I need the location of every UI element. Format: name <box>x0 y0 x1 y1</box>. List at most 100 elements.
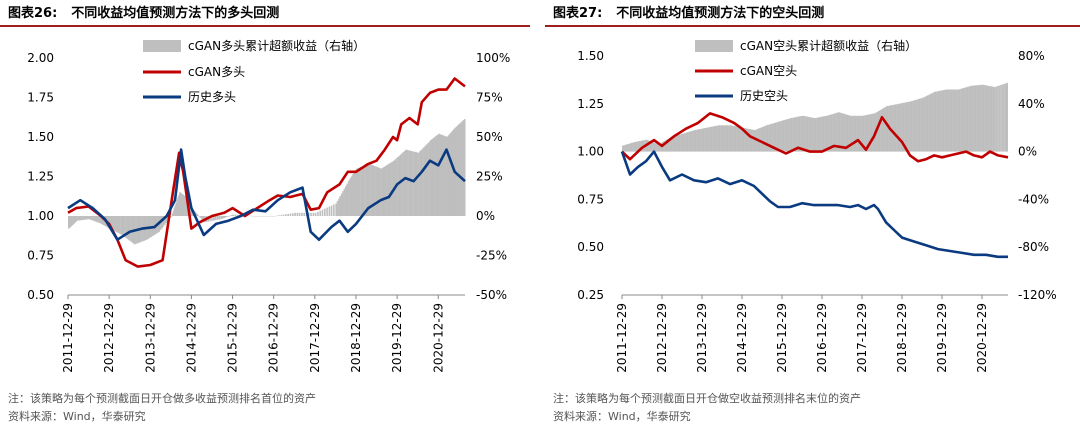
excess-bar <box>1006 82 1008 152</box>
excess-bar <box>828 115 831 152</box>
excess-bar <box>253 216 255 217</box>
excess-bar <box>269 216 271 217</box>
excess-bar <box>128 216 130 241</box>
y-left-tick-label: 1.00 <box>577 145 604 159</box>
excess-bar <box>850 115 852 152</box>
x-tick-label: 2011-12-29 <box>61 303 75 373</box>
excess-bar <box>664 140 667 152</box>
excess-bar <box>952 89 955 152</box>
excess-bar <box>826 115 828 152</box>
excess-bar <box>899 103 901 152</box>
excess-bar <box>814 118 816 152</box>
excess-bar <box>987 85 989 152</box>
excess-bar <box>111 216 114 230</box>
excess-bar <box>81 216 84 220</box>
excess-bar <box>835 113 837 152</box>
y-right-tick-label: -25% <box>476 249 507 263</box>
excess-bar <box>292 213 294 216</box>
excess-bar <box>831 114 833 152</box>
excess-bar <box>376 167 379 216</box>
excess-bar <box>346 183 348 216</box>
excess-bar <box>870 114 872 152</box>
excess-bar <box>430 140 432 216</box>
figure-number: 图表27: <box>553 6 603 21</box>
excess-bar <box>95 216 97 222</box>
excess-bar <box>273 216 276 217</box>
excess-bar <box>827 115 829 152</box>
excess-bar <box>448 134 450 216</box>
excess-bar <box>124 216 126 238</box>
excess-bar <box>743 128 745 152</box>
excess-bar <box>397 157 399 216</box>
excess-bar <box>439 134 441 216</box>
excess-bar <box>672 136 675 152</box>
excess-bar <box>931 93 933 152</box>
excess-bar <box>69 216 72 227</box>
x-tick-label: 2011-12-29 <box>615 303 629 373</box>
excess-bar <box>856 115 859 152</box>
excess-bar <box>670 137 672 152</box>
excess-bar <box>790 118 792 152</box>
excess-bar <box>260 216 262 217</box>
excess-bar <box>310 212 312 216</box>
excess-bar <box>100 216 103 224</box>
excess-bar <box>930 93 932 152</box>
excess-bar <box>172 210 175 216</box>
excess-bar <box>165 216 167 223</box>
x-tick-label: 2016-12-29 <box>815 303 829 373</box>
excess-bar <box>271 216 273 217</box>
excess-bar <box>867 114 869 152</box>
excess-bar <box>630 143 632 152</box>
title-rule <box>545 25 1080 27</box>
x-tick-label: 2017-12-29 <box>855 303 869 373</box>
excess-bar <box>991 86 993 152</box>
excess-bar <box>655 143 657 152</box>
excess-bar <box>622 145 624 152</box>
excess-bar <box>218 216 220 220</box>
excess-bar <box>818 117 820 152</box>
series-line-cgan-long <box>67 77 466 268</box>
y-right-tick-label: -50% <box>476 288 507 302</box>
excess-bar <box>798 116 800 152</box>
excess-bar <box>970 85 972 152</box>
legend-label: cGAN多头 <box>188 65 245 79</box>
excess-bar <box>836 112 839 152</box>
excess-bar <box>810 117 812 152</box>
excess-bar <box>83 216 85 220</box>
excess-bar <box>328 206 331 216</box>
excess-bar <box>326 207 328 216</box>
excess-bar <box>463 119 466 216</box>
excess-bar <box>347 181 350 216</box>
excess-bar <box>216 216 219 220</box>
excess-bar <box>894 104 896 152</box>
excess-bar <box>443 135 446 216</box>
chart-short-backtest: 1.50 1.25 1.00 0.75 0.50 0.25 80% 40% 0% -40% -80%… <box>577 38 1056 373</box>
excess-bar <box>99 216 102 224</box>
excess-bar <box>410 151 413 216</box>
excess-bar <box>830 114 832 152</box>
excess-bar <box>998 85 1001 152</box>
excess-bar <box>384 166 387 216</box>
excess-bar <box>177 197 179 216</box>
excess-bar <box>903 102 905 152</box>
legend-swatch <box>695 40 733 52</box>
excess-bar <box>858 115 860 152</box>
y-left-tick-label: 1.00 <box>27 209 54 223</box>
excess-bar <box>796 116 799 152</box>
excess-bar <box>972 85 975 152</box>
excess-bar <box>876 111 879 152</box>
excess-bar <box>983 84 985 152</box>
excess-bar <box>416 152 418 216</box>
excess-bar <box>153 216 155 236</box>
excess-bar <box>824 116 827 152</box>
excess-bar <box>354 171 356 216</box>
excess-bar <box>221 216 224 219</box>
excess-bar <box>1003 83 1005 152</box>
excess-bar <box>335 203 337 216</box>
excess-bar <box>161 216 163 229</box>
x-tick-label: 2014-12-29 <box>735 303 749 373</box>
y-right-tick-label: 40% <box>1018 97 1045 111</box>
excess-bar <box>668 138 671 152</box>
excess-bar <box>237 214 239 216</box>
excess-bar <box>391 161 394 216</box>
